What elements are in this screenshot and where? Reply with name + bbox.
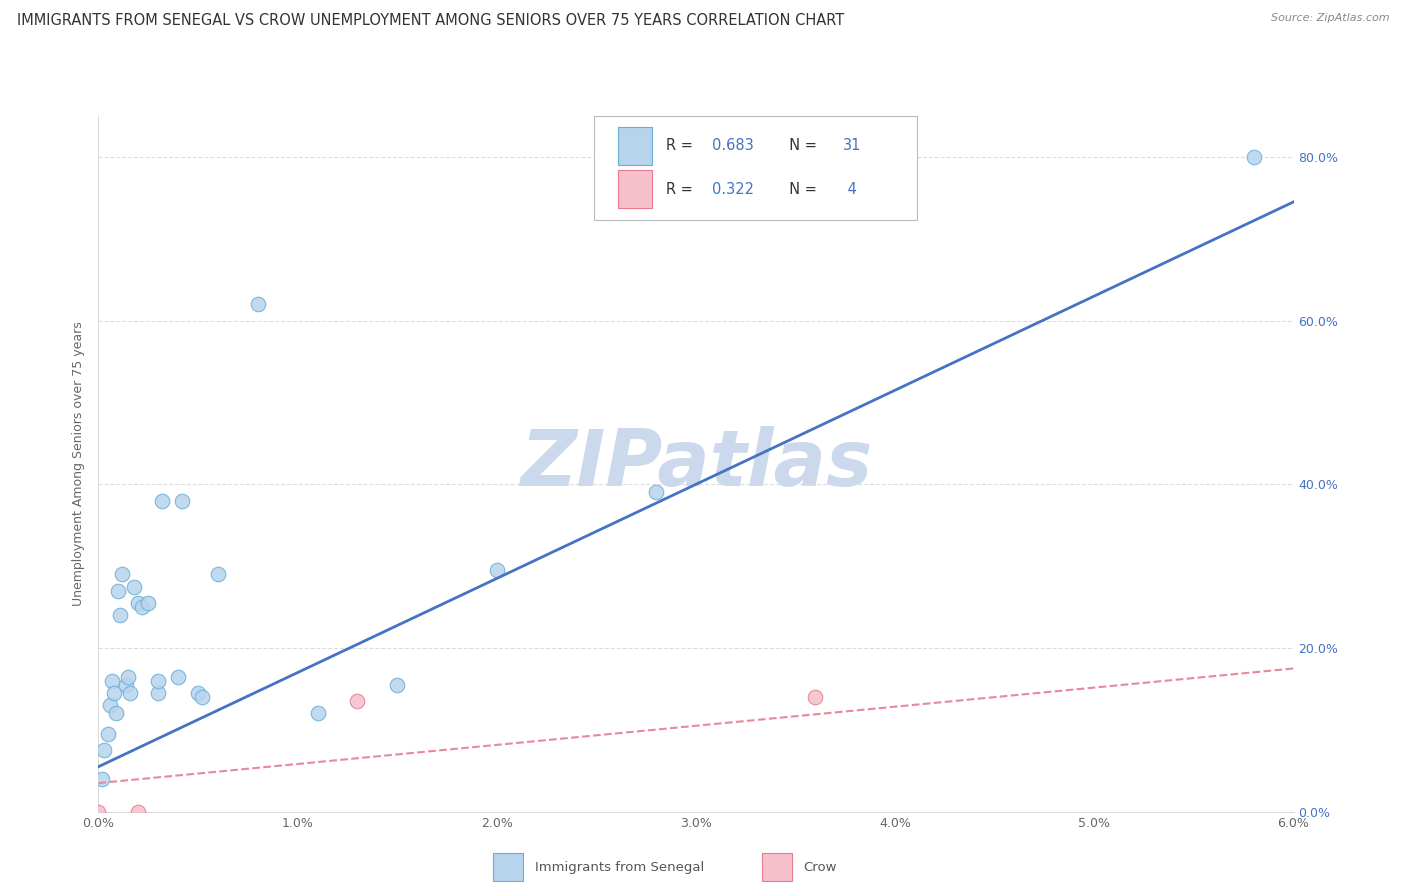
- Text: N =: N =: [779, 181, 821, 196]
- Text: ZIPatlas: ZIPatlas: [520, 425, 872, 502]
- Text: R =: R =: [666, 181, 697, 196]
- Text: 0.322: 0.322: [711, 181, 754, 196]
- Point: [136, 596, 159, 610]
- Point: [346, 694, 368, 708]
- FancyBboxPatch shape: [762, 854, 792, 881]
- Point: [127, 596, 149, 610]
- Point: [645, 485, 668, 500]
- FancyBboxPatch shape: [619, 169, 652, 208]
- Point: [385, 678, 409, 692]
- Point: [87, 805, 110, 819]
- Point: [110, 608, 132, 623]
- Point: [97, 727, 120, 741]
- FancyBboxPatch shape: [619, 127, 652, 165]
- Point: [187, 686, 209, 700]
- Point: [1243, 150, 1265, 164]
- Point: [191, 690, 214, 705]
- Point: [115, 678, 138, 692]
- Text: Source: ZipAtlas.com: Source: ZipAtlas.com: [1271, 13, 1389, 23]
- Point: [117, 670, 139, 684]
- Point: [120, 686, 142, 700]
- Point: [98, 698, 122, 713]
- Point: [148, 686, 170, 700]
- Y-axis label: Unemployment Among Seniors over 75 years: Unemployment Among Seniors over 75 years: [72, 321, 86, 607]
- FancyBboxPatch shape: [595, 116, 917, 220]
- Point: [93, 743, 115, 757]
- Point: [804, 690, 827, 705]
- Point: [131, 600, 153, 615]
- Point: [246, 297, 269, 311]
- Point: [91, 772, 114, 786]
- Point: [485, 563, 508, 577]
- Point: [150, 493, 173, 508]
- Point: [101, 673, 124, 688]
- Point: [105, 706, 128, 721]
- Point: [148, 673, 170, 688]
- Point: [107, 583, 129, 598]
- Point: [127, 805, 149, 819]
- Text: N =: N =: [779, 138, 821, 153]
- Text: 4: 4: [844, 181, 856, 196]
- Text: IMMIGRANTS FROM SENEGAL VS CROW UNEMPLOYMENT AMONG SENIORS OVER 75 YEARS CORRELA: IMMIGRANTS FROM SENEGAL VS CROW UNEMPLOY…: [17, 13, 844, 29]
- Text: 0.683: 0.683: [711, 138, 754, 153]
- Point: [103, 686, 125, 700]
- Text: Crow: Crow: [804, 861, 837, 874]
- Point: [124, 580, 146, 594]
- Point: [172, 493, 194, 508]
- Point: [307, 706, 329, 721]
- Text: Immigrants from Senegal: Immigrants from Senegal: [534, 861, 704, 874]
- Text: R =: R =: [666, 138, 697, 153]
- Point: [207, 567, 229, 582]
- Point: [167, 670, 190, 684]
- Text: 31: 31: [844, 138, 862, 153]
- FancyBboxPatch shape: [494, 854, 523, 881]
- Point: [111, 567, 134, 582]
